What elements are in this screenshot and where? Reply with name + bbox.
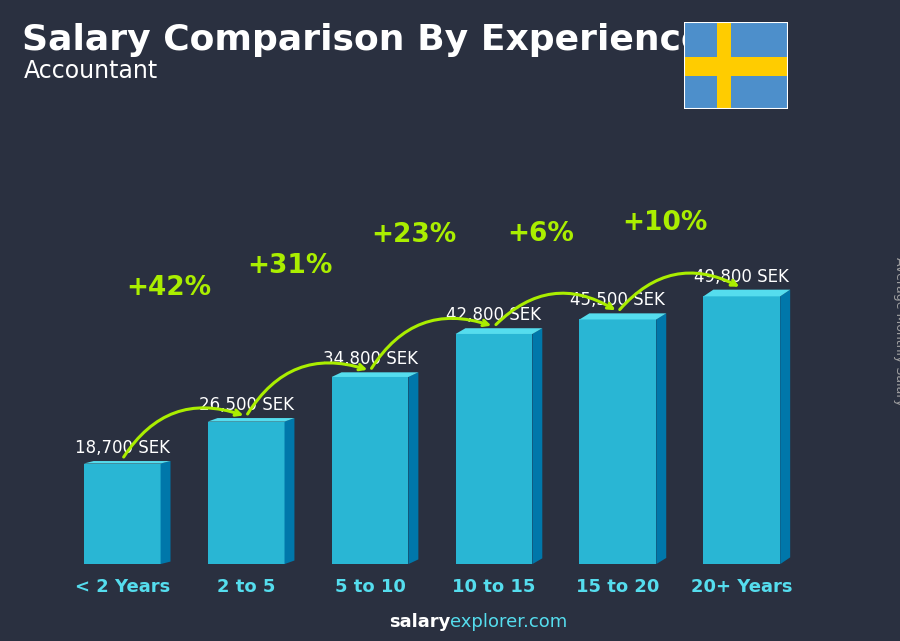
Text: Salary Comparison By Experience: Salary Comparison By Experience — [22, 23, 706, 57]
Polygon shape — [533, 328, 543, 564]
Polygon shape — [331, 372, 418, 377]
Text: 26,500 SEK: 26,500 SEK — [199, 396, 293, 414]
Polygon shape — [208, 418, 294, 422]
Polygon shape — [409, 372, 419, 564]
FancyBboxPatch shape — [455, 334, 533, 564]
Text: +23%: +23% — [371, 222, 456, 248]
Polygon shape — [455, 328, 543, 334]
Polygon shape — [160, 461, 170, 564]
Text: Average Monthly Salary: Average Monthly Salary — [893, 256, 900, 406]
Text: +31%: +31% — [247, 253, 332, 279]
Polygon shape — [704, 290, 790, 296]
FancyBboxPatch shape — [704, 296, 780, 564]
Polygon shape — [580, 313, 666, 319]
Text: 49,800 SEK: 49,800 SEK — [695, 268, 789, 286]
Bar — [717, 22, 731, 109]
FancyBboxPatch shape — [331, 377, 409, 564]
Text: +10%: +10% — [622, 210, 707, 237]
FancyBboxPatch shape — [208, 422, 284, 564]
FancyBboxPatch shape — [84, 463, 160, 564]
Text: salary: salary — [389, 613, 450, 631]
Text: Accountant: Accountant — [24, 59, 158, 83]
Polygon shape — [780, 290, 790, 564]
Text: 18,700 SEK: 18,700 SEK — [75, 439, 170, 457]
Polygon shape — [284, 418, 294, 564]
Text: 45,500 SEK: 45,500 SEK — [571, 292, 665, 310]
Text: 34,800 SEK: 34,800 SEK — [322, 351, 418, 369]
Text: 42,800 SEK: 42,800 SEK — [446, 306, 542, 324]
Polygon shape — [84, 461, 170, 463]
Polygon shape — [656, 313, 666, 564]
Text: +6%: +6% — [508, 221, 574, 247]
FancyBboxPatch shape — [580, 319, 656, 564]
Text: explorer.com: explorer.com — [450, 613, 567, 631]
Text: +42%: +42% — [127, 276, 212, 301]
Bar — [684, 57, 788, 76]
